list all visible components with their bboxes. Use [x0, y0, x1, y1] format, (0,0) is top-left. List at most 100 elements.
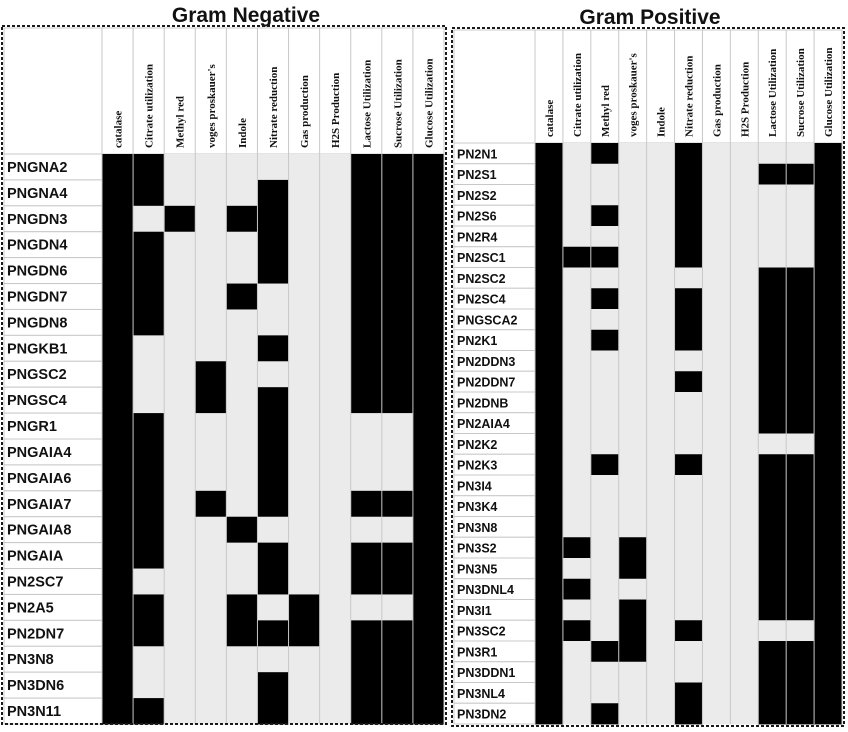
heatmap-cell: [412, 490, 445, 518]
row-label: PN2N1: [457, 147, 497, 161]
heatmap-cell: [618, 558, 648, 580]
heatmap-cell: [133, 335, 165, 362]
heatmap-cell: [195, 646, 227, 673]
heatmap-cell: [257, 698, 289, 725]
heatmap-cell: [412, 698, 445, 725]
heatmap-cell: [702, 267, 731, 289]
heatmap-cell: [590, 226, 620, 248]
row-label: PN2SC2: [457, 272, 506, 286]
heatmap-cell: [618, 184, 648, 206]
row-label: PN3DN6: [7, 678, 64, 694]
heatmap-cell: [702, 516, 731, 538]
heatmap-cell: [590, 246, 620, 268]
heatmap-cell: [102, 698, 134, 725]
heatmap-cell: [535, 392, 564, 414]
header-area: [453, 29, 843, 144]
heatmap-cell: [758, 703, 787, 725]
heatmap-cell: [646, 620, 675, 642]
heatmap-cell: [674, 329, 703, 351]
heatmap-cell: [786, 661, 815, 683]
heatmap-cell: [288, 309, 321, 336]
heatmap-cell: [730, 578, 759, 600]
heatmap-cell: [412, 439, 445, 466]
heatmap-cell: [133, 490, 165, 518]
row-label: PN2S1: [457, 168, 497, 182]
heatmap-cell: [226, 413, 258, 440]
heatmap-cell: [674, 661, 703, 683]
row-label: PN3N8: [457, 521, 497, 535]
heatmap-cell: [195, 257, 227, 284]
row-label-cell: [3, 386, 103, 414]
heatmap-cell: [102, 283, 134, 310]
heatmap-cell: [562, 682, 592, 704]
heatmap-cell: [412, 646, 445, 673]
heatmap-cell: [674, 599, 703, 621]
heatmap-cell: [646, 392, 675, 414]
heatmap-cell: [618, 371, 648, 393]
heatmap-cell: [730, 558, 759, 580]
heatmap-cell: [319, 154, 352, 181]
row-label: PN2SC4: [457, 293, 506, 307]
heatmap-cell: [786, 620, 815, 642]
row-label: PN2DDN7: [457, 376, 515, 390]
heatmap-cell: [646, 537, 675, 559]
heatmap-cell: [319, 594, 352, 621]
heatmap-cell: [133, 620, 165, 647]
heatmap-cell: [674, 412, 703, 434]
heatmap-cell: [590, 412, 620, 434]
heatmap-cell: [562, 329, 592, 351]
heatmap-cell: [412, 672, 445, 699]
heatmap-cell: [350, 231, 383, 259]
heatmap-cell: [319, 179, 352, 207]
heatmap-cell: [288, 179, 321, 207]
heatmap-cell: [702, 163, 731, 185]
heatmap-cell: [646, 558, 675, 580]
heatmap-cell: [758, 682, 787, 704]
row-label: PN2K1: [457, 334, 497, 348]
heatmap-cell: [319, 413, 352, 440]
row-label: PN2A5: [7, 600, 54, 616]
heatmap-cell: [786, 682, 815, 704]
heatmap-cell: [646, 163, 675, 185]
heatmap-cell: [257, 154, 289, 181]
heatmap-cell: [730, 329, 759, 351]
heatmap-cell: [814, 516, 843, 538]
heatmap-cell: [319, 387, 352, 414]
row-label: PNGAIA8: [7, 523, 71, 539]
heatmap-cell: [195, 179, 227, 207]
row-label-cell: [3, 438, 103, 466]
heatmap-cell: [618, 495, 648, 517]
heatmap-cell: [226, 698, 258, 725]
heatmap-cell: [102, 568, 134, 595]
heatmap-cell: [562, 184, 592, 206]
heatmap-cell: [730, 246, 759, 268]
heatmap-cell: [562, 578, 592, 600]
heatmap-cell: [814, 578, 843, 600]
column-label: Glucose Utilization: [423, 58, 435, 148]
heatmap-cell: [674, 578, 703, 600]
heatmap-cell: [646, 599, 675, 621]
heatmap-cell: [730, 184, 759, 206]
gram-positive-heatmap: catalase Citrate utilization Methyl red vog…: [453, 29, 843, 725]
heatmap-cell: [758, 661, 787, 683]
heatmap-cell: [674, 163, 703, 185]
heatmap-cell: [381, 542, 414, 569]
heatmap-cell: [381, 516, 414, 544]
heatmap-cell: [133, 672, 165, 699]
heatmap-cell: [814, 392, 843, 414]
heatmap-cell: [381, 672, 414, 699]
column-label: H2S Production: [330, 73, 342, 148]
heatmap-cell: [133, 464, 165, 492]
heatmap-cell: [618, 516, 648, 538]
heatmap-cell: [226, 231, 258, 259]
heatmap-cell: [702, 226, 731, 248]
heatmap-cell: [226, 620, 258, 647]
heatmap-cell: [535, 537, 564, 559]
heatmap-cell: [814, 267, 843, 289]
heatmap-cell: [164, 257, 196, 284]
heatmap-cell: [319, 568, 352, 595]
heatmap-cell: [350, 283, 383, 310]
heatmap-cell: [412, 387, 445, 414]
heatmap-cell: [730, 143, 759, 165]
row-label: PN2DN7: [7, 626, 64, 642]
